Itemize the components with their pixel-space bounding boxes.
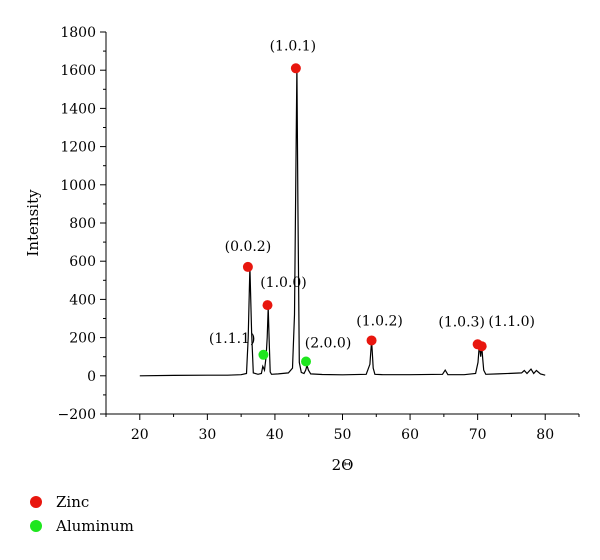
y-tick-label: 400 [69,292,96,308]
aluminum-marker-icon [30,520,42,532]
y-tick-label: 800 [69,216,96,232]
zinc-peak-marker [242,261,253,272]
x-tick-label: 20 [131,427,149,443]
y-tick-label: 1600 [60,63,96,79]
axes: −200 0 200 400 600 800 1000 1200 1400 1600 1800 20 3… [58,25,580,443]
y-tick-label: 1000 [60,178,96,194]
zinc-peak-marker [262,300,273,311]
zinc-peak-marker [290,63,301,74]
x-tick-label: 70 [469,427,487,443]
xrd-chart: −200 0 200 400 600 800 1000 1200 1400 1600 1800 20 3… [24,25,580,474]
peak-label: (1.0.0) [260,275,307,291]
x-tick-label: 30 [198,427,216,443]
peak-label: (1.1.0) [488,314,535,330]
peak-label: (0.0.2) [225,239,272,255]
legend-item-aluminum: Aluminum [30,514,134,538]
x-tick-label: 60 [401,427,419,443]
legend-label-zinc: Zinc [56,493,90,511]
legend-label-aluminum: Aluminum [56,517,134,535]
series-layer [139,66,546,377]
legend-item-zinc: Zinc [30,490,134,514]
peak-label: (2.0.0) [305,335,352,351]
y-tick-label: 1400 [60,101,96,117]
peak-label: (1.1.1) [209,331,256,347]
legend: Zinc Aluminum [30,490,134,538]
x-tick-label: 40 [266,427,284,443]
peak-label-layer: (1.0.1)(0.0.2)(1.0.0)(1.1.1) (2.0.0)(1.0.… [209,38,535,351]
y-tick-label: 1200 [60,140,96,156]
x-tick-label: 80 [536,427,554,443]
x-tick-label: 50 [334,427,352,443]
marker-layer [242,63,487,367]
aluminum-peak-marker [258,349,269,360]
peak-label: (1.0.3) [438,314,485,330]
y-tick-label: 600 [69,254,96,270]
xrd-pattern-line [139,66,546,377]
y-tick-label: −200 [58,407,96,423]
zinc-peak-marker [476,341,487,352]
x-axis-title: 2Θ [332,456,354,474]
zinc-peak-marker [366,335,377,346]
peak-label: (1.0.1) [270,38,317,54]
aluminum-peak-marker [301,356,312,367]
y-tick-label: 1800 [60,25,96,41]
y-axis-title: Intensity [24,189,42,257]
peak-label: (1.0.2) [356,313,403,329]
zinc-marker-icon [30,496,42,508]
y-tick-label: 200 [69,331,96,347]
y-tick-label: 0 [87,369,96,385]
